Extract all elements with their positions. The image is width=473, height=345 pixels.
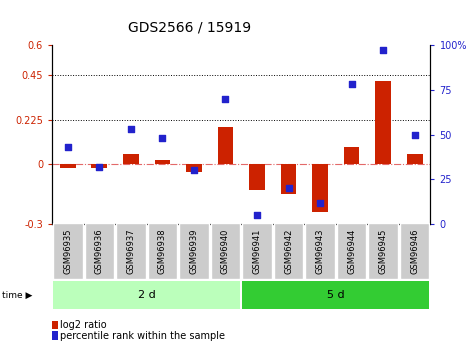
Text: GSM96945: GSM96945 (378, 228, 388, 274)
FancyBboxPatch shape (368, 223, 398, 279)
Text: 5 d: 5 d (327, 290, 345, 300)
Bar (186, 165, 202, 172)
Point (127, 126, 135, 132)
Point (190, 168, 198, 173)
Point (348, 81, 355, 87)
FancyBboxPatch shape (85, 223, 114, 279)
FancyBboxPatch shape (242, 281, 429, 309)
Text: GDS2566 / 15919: GDS2566 / 15919 (128, 20, 251, 34)
Text: GSM96946: GSM96946 (410, 228, 419, 274)
FancyBboxPatch shape (337, 223, 367, 279)
Point (411, 132, 419, 137)
Text: 2 d: 2 d (138, 290, 156, 300)
Text: GSM96940: GSM96940 (221, 228, 230, 274)
Point (379, 48, 387, 53)
Text: GSM96937: GSM96937 (126, 228, 135, 274)
Text: GSM96938: GSM96938 (158, 228, 167, 274)
Text: GSM96944: GSM96944 (347, 228, 356, 274)
FancyBboxPatch shape (53, 281, 240, 309)
Point (222, 96, 229, 101)
Point (253, 213, 261, 218)
FancyBboxPatch shape (148, 223, 177, 279)
FancyBboxPatch shape (53, 223, 83, 279)
Bar (60, 165, 76, 168)
Bar (218, 127, 233, 165)
FancyBboxPatch shape (179, 223, 209, 279)
Text: GSM96935: GSM96935 (63, 228, 72, 274)
Text: time ▶: time ▶ (2, 290, 33, 299)
Point (285, 186, 292, 191)
Text: log2 ratio: log2 ratio (60, 321, 106, 330)
FancyBboxPatch shape (274, 223, 303, 279)
Text: percentile rank within the sample: percentile rank within the sample (60, 331, 225, 341)
Point (158, 135, 166, 141)
Point (96, 164, 103, 170)
Text: GSM96941: GSM96941 (253, 228, 262, 274)
Bar (280, 165, 297, 194)
Point (316, 200, 324, 206)
Bar (375, 81, 391, 165)
Text: GSM96936: GSM96936 (95, 228, 104, 274)
Bar (91, 165, 107, 168)
Bar (249, 165, 265, 190)
Bar (407, 155, 422, 165)
Text: GSM96942: GSM96942 (284, 228, 293, 274)
FancyBboxPatch shape (116, 223, 146, 279)
Bar (123, 155, 139, 165)
Bar (312, 165, 328, 212)
Point (64, 144, 71, 150)
Bar (155, 160, 170, 165)
FancyBboxPatch shape (210, 223, 240, 279)
Text: GSM96943: GSM96943 (315, 228, 324, 274)
Bar (344, 147, 359, 165)
FancyBboxPatch shape (400, 223, 429, 279)
FancyBboxPatch shape (305, 223, 335, 279)
FancyBboxPatch shape (242, 223, 272, 279)
Text: GSM96939: GSM96939 (189, 228, 199, 274)
